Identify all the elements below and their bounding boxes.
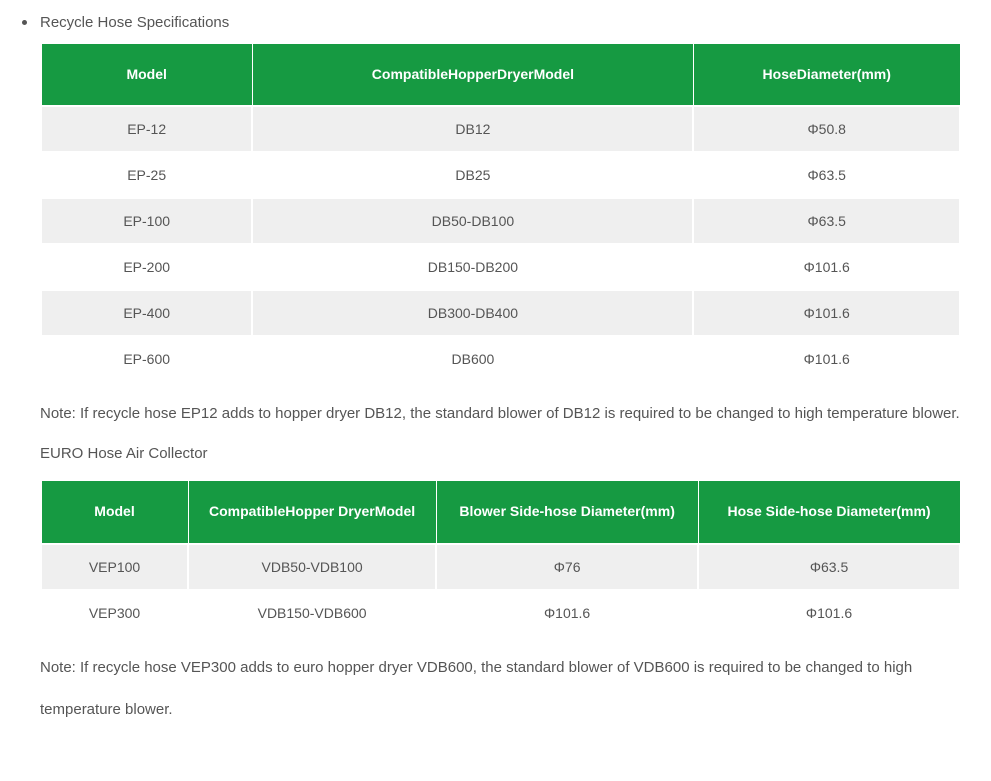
table-body: EP-12DB12Φ50.8EP-25DB25Φ63.5EP-100DB50-D… xyxy=(41,106,960,382)
table-row: VEP100VDB50-VDB100Φ76Φ63.5 xyxy=(41,544,960,590)
table-cell: DB600 xyxy=(252,336,693,382)
table-header-row: Model CompatibleHopper DryerModel Blower… xyxy=(41,481,960,544)
section2-title: EURO Hose Air Collector xyxy=(40,445,961,462)
table-cell: VEP100 xyxy=(41,544,188,590)
table-cell: DB12 xyxy=(252,106,693,152)
col-header: CompatibleHopper DryerModel xyxy=(188,481,436,544)
table-cell: Φ101.6 xyxy=(698,590,960,636)
table-cell: Φ76 xyxy=(436,544,698,590)
euro-hose-collector-table: Model CompatibleHopper DryerModel Blower… xyxy=(40,480,961,636)
table-cell: VDB50-VDB100 xyxy=(188,544,436,590)
col-header: CompatibleHopperDryerModel xyxy=(252,44,693,107)
col-header: Blower Side-hose Diameter(mm) xyxy=(436,481,698,544)
col-header: HoseDiameter(mm) xyxy=(693,44,960,107)
table-cell: EP-400 xyxy=(41,290,252,336)
table-header-row: Model CompatibleHopperDryerModel HoseDia… xyxy=(41,44,960,107)
section1-title: Recycle Hose Specifications xyxy=(40,14,229,31)
table-cell: Φ101.6 xyxy=(693,244,960,290)
table-cell: Φ101.6 xyxy=(693,336,960,382)
table-row: VEP300VDB150-VDB600Φ101.6Φ101.6 xyxy=(41,590,960,636)
section1-note: Note: If recycle hose EP12 adds to hoppe… xyxy=(40,393,961,435)
table-row: EP-400DB300-DB400Φ101.6 xyxy=(41,290,960,336)
recycle-hose-spec-table: Model CompatibleHopperDryerModel HoseDia… xyxy=(40,43,961,383)
table-cell: EP-200 xyxy=(41,244,252,290)
table-cell: Φ50.8 xyxy=(693,106,960,152)
table-cell: Φ63.5 xyxy=(693,198,960,244)
table-cell: EP-25 xyxy=(41,152,252,198)
col-header: Model xyxy=(41,44,252,107)
col-header: Model xyxy=(41,481,188,544)
table-cell: Φ101.6 xyxy=(436,590,698,636)
table-cell: DB25 xyxy=(252,152,693,198)
table-cell: EP-600 xyxy=(41,336,252,382)
table-row: EP-100DB50-DB100Φ63.5 xyxy=(41,198,960,244)
table-row: EP-200DB150-DB200Φ101.6 xyxy=(41,244,960,290)
section1-heading-wrap: Recycle Hose Specifications xyxy=(22,14,961,31)
table-row: EP-12DB12Φ50.8 xyxy=(41,106,960,152)
table-cell: VDB150-VDB600 xyxy=(188,590,436,636)
bullet-icon xyxy=(22,20,27,25)
table-cell: VEP300 xyxy=(41,590,188,636)
col-header: Hose Side-hose Diameter(mm) xyxy=(698,481,960,544)
table-cell: DB150-DB200 xyxy=(252,244,693,290)
table-cell: EP-100 xyxy=(41,198,252,244)
table-cell: Φ63.5 xyxy=(693,152,960,198)
table-row: EP-600DB600Φ101.6 xyxy=(41,336,960,382)
table-body: VEP100VDB50-VDB100Φ76Φ63.5VEP300VDB150-V… xyxy=(41,544,960,636)
table-cell: DB50-DB100 xyxy=(252,198,693,244)
table-row: EP-25DB25Φ63.5 xyxy=(41,152,960,198)
table-cell: DB300-DB400 xyxy=(252,290,693,336)
section2-note: Note: If recycle hose VEP300 adds to eur… xyxy=(40,647,961,731)
table-cell: Φ63.5 xyxy=(698,544,960,590)
table-cell: EP-12 xyxy=(41,106,252,152)
table-cell: Φ101.6 xyxy=(693,290,960,336)
